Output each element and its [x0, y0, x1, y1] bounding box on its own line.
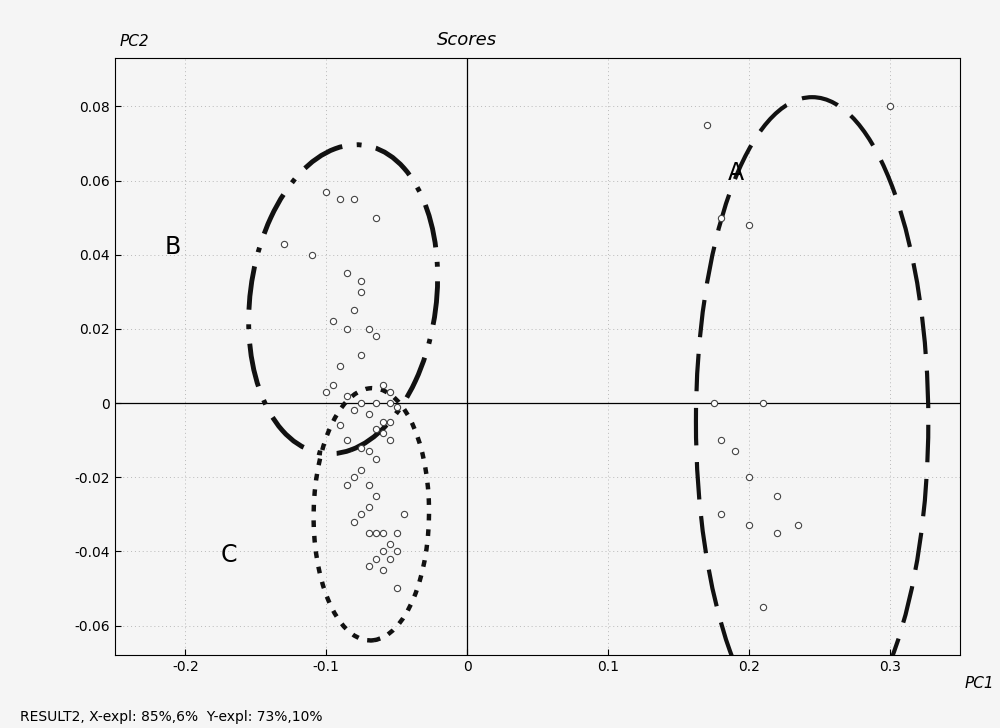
Text: PC1: PC1 — [964, 676, 994, 691]
Text: B: B — [164, 235, 181, 259]
Text: RESULT2, X-expl: 85%,6%  Y-expl: 73%,10%: RESULT2, X-expl: 85%,6% Y-expl: 73%,10% — [20, 711, 322, 724]
Text: C: C — [221, 543, 237, 567]
Text: PC2: PC2 — [119, 34, 149, 50]
Text: Scores: Scores — [437, 31, 497, 50]
Text: A: A — [728, 161, 744, 185]
